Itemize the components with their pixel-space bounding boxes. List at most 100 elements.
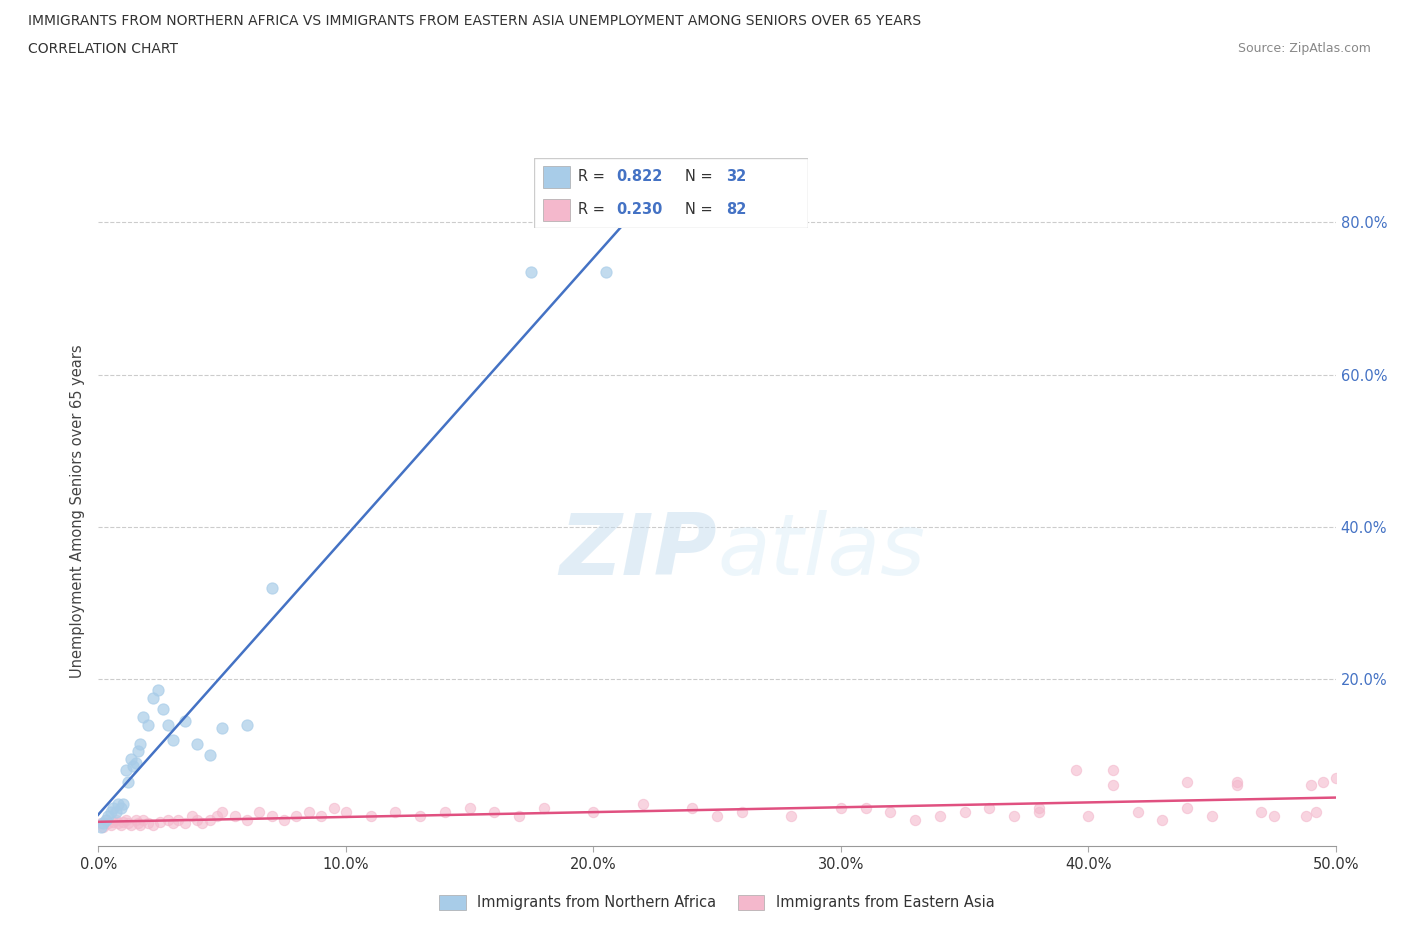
Point — [830, 801, 852, 816]
Point — [879, 804, 901, 819]
FancyBboxPatch shape — [534, 158, 808, 228]
Text: ZIP: ZIP — [560, 511, 717, 593]
Point — [904, 812, 927, 827]
Point — [93, 816, 115, 830]
Point — [94, 812, 117, 827]
Point — [1028, 801, 1050, 816]
Text: atlas: atlas — [717, 511, 925, 593]
Point — [1126, 804, 1149, 819]
Point — [260, 808, 283, 823]
Point — [166, 812, 188, 827]
Point — [1077, 808, 1099, 823]
Point — [110, 817, 132, 832]
Point — [1102, 778, 1125, 793]
Point — [1028, 804, 1050, 819]
Point — [731, 804, 754, 819]
Point — [298, 804, 321, 819]
Text: 0.822: 0.822 — [616, 169, 662, 184]
Point — [631, 797, 654, 812]
Text: 82: 82 — [725, 202, 747, 218]
Point — [93, 820, 115, 835]
Point — [127, 816, 149, 830]
Point — [928, 808, 950, 823]
Point — [107, 797, 129, 812]
Point — [1226, 774, 1249, 789]
Point — [1305, 804, 1327, 819]
Point — [484, 804, 506, 819]
Point — [979, 801, 1001, 816]
Text: CORRELATION CHART: CORRELATION CHART — [28, 42, 179, 56]
Point — [335, 804, 357, 819]
Point — [120, 751, 142, 766]
Text: N =: N = — [685, 202, 717, 218]
Point — [855, 801, 877, 816]
Text: 32: 32 — [725, 169, 747, 184]
Point — [582, 804, 605, 819]
Point — [191, 816, 214, 830]
Point — [97, 816, 120, 830]
Point — [211, 721, 233, 736]
Point — [706, 808, 728, 823]
Point — [103, 815, 125, 830]
Point — [384, 804, 406, 819]
Point — [198, 748, 221, 763]
Point — [103, 801, 125, 816]
Point — [780, 808, 803, 823]
Point — [1102, 763, 1125, 777]
Point — [1175, 774, 1198, 789]
Point — [458, 801, 481, 816]
Point — [1152, 812, 1174, 827]
Point — [124, 812, 146, 827]
Text: IMMIGRANTS FROM NORTHERN AFRICA VS IMMIGRANTS FROM EASTERN ASIA UNEMPLOYMENT AMO: IMMIGRANTS FROM NORTHERN AFRICA VS IMMIG… — [28, 14, 921, 28]
Point — [595, 264, 617, 279]
Point — [112, 815, 135, 830]
Point — [156, 717, 179, 732]
Point — [114, 763, 136, 777]
Point — [533, 801, 555, 816]
Point — [142, 817, 165, 832]
Point — [104, 812, 127, 827]
Point — [1201, 808, 1223, 823]
Point — [152, 702, 174, 717]
Point — [100, 804, 122, 819]
Point — [224, 808, 246, 823]
Point — [120, 817, 142, 832]
Point — [1226, 778, 1249, 793]
Text: R =: R = — [578, 202, 610, 218]
Point — [114, 812, 136, 827]
Point — [136, 717, 159, 732]
Legend: Immigrants from Northern Africa, Immigrants from Eastern Asia: Immigrants from Northern Africa, Immigra… — [433, 889, 1001, 916]
Point — [117, 774, 139, 789]
Point — [198, 812, 221, 827]
Text: Source: ZipAtlas.com: Source: ZipAtlas.com — [1237, 42, 1371, 55]
Point — [508, 808, 530, 823]
Point — [132, 710, 155, 724]
Point — [110, 801, 132, 816]
Point — [117, 816, 139, 830]
Point — [309, 808, 332, 823]
Point — [520, 264, 543, 279]
Point — [273, 812, 295, 827]
Point — [112, 797, 135, 812]
Point — [205, 808, 228, 823]
Point — [132, 812, 155, 827]
Point — [162, 816, 184, 830]
Point — [129, 737, 152, 751]
Point — [146, 683, 169, 698]
Point — [136, 816, 159, 830]
Text: R =: R = — [578, 169, 610, 184]
Point — [156, 812, 179, 827]
Point — [186, 812, 208, 827]
FancyBboxPatch shape — [543, 166, 569, 188]
Point — [247, 804, 270, 819]
Point — [211, 804, 233, 819]
Point — [1295, 808, 1317, 823]
Point — [174, 713, 197, 728]
Point — [142, 690, 165, 705]
Point — [127, 744, 149, 759]
Point — [100, 817, 122, 832]
Point — [260, 580, 283, 595]
Point — [409, 808, 432, 823]
Point — [236, 812, 259, 827]
Point — [181, 808, 204, 823]
